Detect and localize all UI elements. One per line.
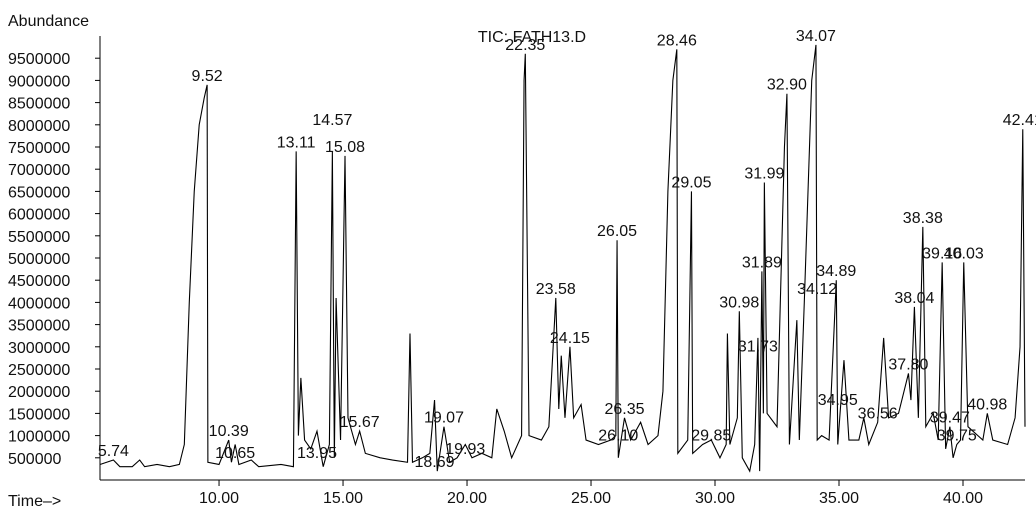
y-tick-label: 4500000: [8, 273, 70, 290]
peak-label: 24.15: [550, 330, 590, 347]
peak-label: 15.67: [340, 414, 380, 431]
y-tick-label: 8000000: [8, 118, 70, 135]
peak-label: 29.05: [671, 174, 711, 191]
y-tick-label: 9500000: [8, 51, 70, 68]
peak-label: 22.35: [505, 37, 545, 54]
peak-label: 36.56: [858, 405, 898, 422]
peak-label: 26.35: [604, 401, 644, 418]
x-tick-label: 10.00: [199, 490, 239, 507]
peak-label: 9.52: [192, 68, 223, 85]
peak-label: 14.57: [312, 112, 352, 129]
peak-label: 34.12: [797, 281, 837, 298]
peak-label: 31.89: [742, 254, 782, 271]
peak-label: 40.03: [944, 245, 984, 262]
peak-label: 26.05: [597, 223, 637, 240]
peak-label: 39.16: [922, 245, 962, 262]
peak-label: 31.73: [738, 339, 778, 356]
peak-label: 34.89: [816, 263, 856, 280]
y-tick-label: 9000000: [8, 73, 70, 90]
y-tick-label: 6000000: [8, 207, 70, 224]
peak-label: 31.99: [744, 166, 784, 183]
peak-label: 5.74: [98, 443, 129, 460]
x-tick-label: 20.00: [447, 490, 487, 507]
y-tick-label: 3500000: [8, 318, 70, 335]
x-tick-label: 40.00: [943, 490, 983, 507]
y-tick-label: 2000000: [8, 384, 70, 401]
y-tick-label: 5500000: [8, 229, 70, 246]
x-axis-label: Time–>: [8, 493, 61, 510]
peak-label: 38.04: [894, 290, 934, 307]
peak-label: 39.47: [930, 410, 970, 427]
x-tick-label: 30.00: [695, 490, 735, 507]
y-axis-label: Abundance: [8, 13, 89, 30]
peak-label: 32.90: [767, 77, 807, 94]
x-tick-label: 15.00: [323, 490, 363, 507]
chart-title: TIC: FATH13.D: [478, 29, 586, 46]
peak-label: 18.69: [415, 454, 455, 471]
peak-label: 34.07: [796, 28, 836, 45]
peak-label: 10.39: [209, 423, 249, 440]
peak-label: 38.38: [903, 210, 943, 227]
peak-label: 13.95: [297, 445, 337, 462]
peak-label: 19.93: [445, 441, 485, 458]
y-tick-label: 5000000: [8, 251, 70, 268]
y-tick-label: 1500000: [8, 406, 70, 423]
y-tick-label: 500000: [8, 451, 61, 468]
peak-label: 26.10: [598, 427, 638, 444]
x-tick-label: 25.00: [571, 490, 611, 507]
peak-label: 15.08: [325, 139, 365, 156]
y-tick-label: 4000000: [8, 295, 70, 312]
peak-label: 13.11: [277, 134, 316, 151]
peak-label: 29.85: [691, 427, 731, 444]
peak-label: 42.41: [1003, 112, 1036, 129]
y-tick-label: 2500000: [8, 362, 70, 379]
trace-line: [99, 44, 1026, 473]
y-tick-label: 7000000: [8, 162, 70, 179]
peak-label: 30.98: [719, 294, 759, 311]
peak-label: 10.65: [215, 445, 255, 462]
peak-label: 28.46: [657, 32, 697, 49]
y-tick-label: 6500000: [8, 184, 70, 201]
x-tick-label: 35.00: [819, 490, 859, 507]
peak-label: 34.95: [818, 392, 858, 409]
y-tick-label: 1000000: [8, 429, 70, 446]
peak-label: 37.80: [888, 356, 928, 373]
peak-label: 23.58: [536, 281, 576, 298]
peak-label: 39.75: [937, 427, 977, 444]
peak-label: 19.07: [424, 410, 464, 427]
y-tick-label: 7500000: [8, 140, 70, 157]
y-tick-label: 3000000: [8, 340, 70, 357]
y-tick-label: 8500000: [8, 96, 70, 113]
peak-label: 40.98: [967, 396, 1007, 413]
